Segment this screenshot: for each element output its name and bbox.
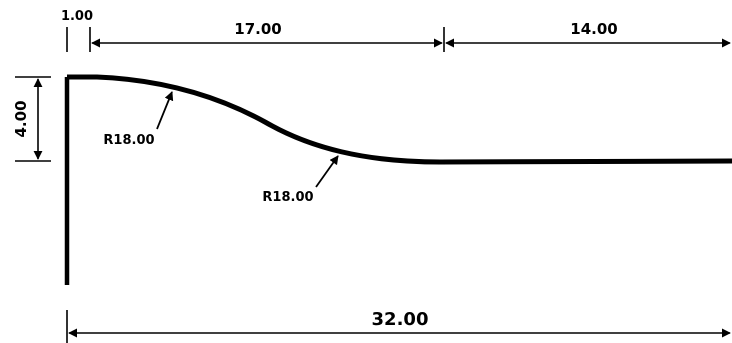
left-height-dimension: 4.00 bbox=[12, 76, 51, 162]
radius-callout-lower: R18.00 bbox=[262, 155, 339, 205]
top-right-dimension: 14.00 bbox=[445, 20, 731, 48]
bottom-total-label: 32.00 bbox=[372, 309, 429, 330]
radius-leader-lower bbox=[315, 155, 339, 188]
radius-label-lower: R18.00 bbox=[262, 190, 313, 205]
radius-callout-upper: R18.00 bbox=[103, 91, 174, 148]
part-profile bbox=[64, 74, 732, 285]
bottom-total-dimension: 32.00 bbox=[66, 309, 731, 343]
radius-leader-upper bbox=[156, 91, 174, 130]
radius-label-upper: R18.00 bbox=[103, 133, 154, 148]
top-offset-label: 1.00 bbox=[61, 9, 93, 24]
top-offset-dimension: 1.00 bbox=[61, 9, 93, 52]
profile-curve bbox=[67, 74, 732, 165]
top-middle-dimension: 17.00 bbox=[91, 20, 445, 52]
top-middle-label: 17.00 bbox=[234, 20, 281, 38]
top-right-label: 14.00 bbox=[570, 20, 617, 38]
left-height-label: 4.00 bbox=[12, 100, 30, 137]
